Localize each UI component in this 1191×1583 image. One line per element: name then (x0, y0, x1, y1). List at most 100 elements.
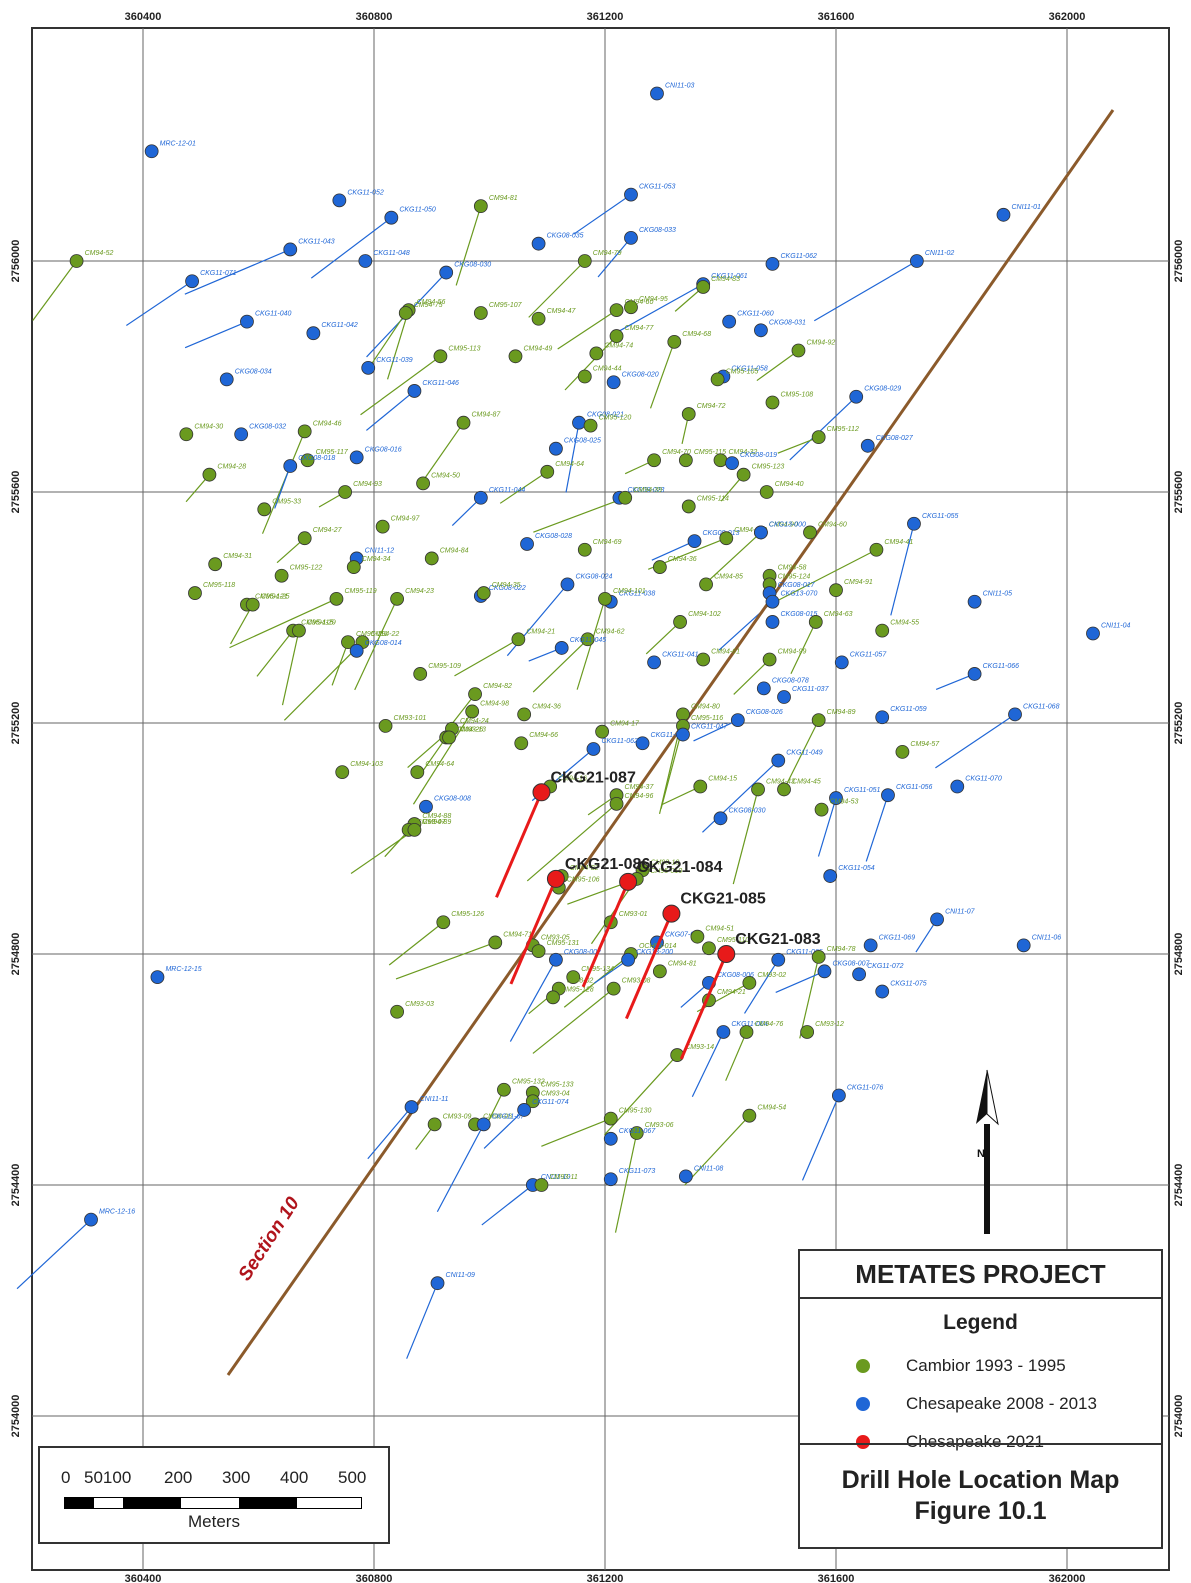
drill-hole-label: CM94-47 (547, 308, 577, 315)
drill-trace (499, 471, 548, 504)
y-tick-label-right: 2754000 (1173, 1395, 1185, 1438)
drill-trace (16, 1219, 92, 1290)
drill-hole-label: CM95-107 (489, 302, 523, 309)
drill-hole-marker (473, 490, 488, 505)
drill-hole-label: CKG11-051 (844, 787, 881, 794)
drill-hole-2021-label: CKG21-086 (565, 856, 650, 873)
axis-tick-labels: 360400 360400 360800 360800 361200 361200 3616… (10, 11, 1185, 1583)
drill-hole-label: CM94-31 (223, 553, 252, 560)
drill-hole-label: CM94-85 (714, 573, 743, 580)
drill-hole-marker (586, 742, 601, 756)
drill-hole-label: CKG11-049 (786, 750, 823, 757)
x-tick-label-bottom: 361200 (587, 1573, 624, 1583)
drill-hole-marker (829, 583, 843, 598)
drill-hole-label: CM94-27 (313, 527, 343, 534)
drill-hole-marker (407, 384, 422, 398)
drill-trace (890, 523, 915, 616)
drill-hole-marker (829, 791, 843, 805)
drill-trace (366, 390, 415, 431)
drill-hole-marker (306, 326, 321, 341)
drill-trace (615, 283, 704, 334)
drill-hole-marker (497, 1082, 511, 1097)
drill-hole-marker (580, 632, 595, 647)
drill-hole-marker (681, 499, 696, 514)
drill-hole-marker (283, 242, 298, 257)
drill-hole-label: CKG11-075 (890, 981, 927, 988)
drill-hole-label: CKG08-013 (703, 530, 740, 537)
drill-hole-label: CKG11-057 (850, 651, 888, 658)
drill-hole-2021-marker (662, 904, 681, 923)
drill-hole-label: CM94-36 (532, 703, 561, 710)
drill-hole-label: CM94-66 (529, 732, 558, 739)
drill-hole-marker (624, 187, 638, 202)
drill-hole-marker (517, 1103, 532, 1117)
drill-hole-label: CKG11-050 (399, 207, 436, 214)
drill-hole-label: CNI11-11 (420, 1096, 449, 1103)
drill-hole-label: CM94-81 (489, 195, 518, 202)
drill-hole-label: CM95-117 (316, 449, 349, 456)
drill-hole-marker (1086, 626, 1100, 641)
drill-trace (229, 598, 337, 649)
drill-trace (799, 956, 820, 1039)
drill-hole-label: CM94-100 (734, 527, 767, 534)
drill-hole-marker (439, 265, 454, 280)
drill-hole-marker (534, 1178, 549, 1192)
map-title: Drill Hole Location Map (841, 1466, 1120, 1494)
drill-hole-marker (577, 542, 592, 557)
drill-hole-label: OCH95-010 (645, 868, 682, 875)
drill-hole-label: CKG11-052 (347, 189, 384, 196)
drill-hole-label: CKG11-067 (619, 1128, 657, 1135)
drill-hole-marker (297, 424, 312, 439)
drill-hole-marker (436, 915, 451, 930)
drill-hole-marker (473, 199, 488, 214)
drill-hole-label: CKG11-054 (838, 865, 875, 872)
drill-hole-label: CKG08-030 (729, 807, 766, 814)
drill-hole-marker (595, 724, 610, 739)
drill-hole-2021-marker (532, 783, 551, 802)
drill-hole-label: CKG11-070 (965, 776, 1002, 783)
drill-hole-marker (716, 1025, 731, 1039)
drill-trace (756, 350, 799, 382)
drill-hole-label: CM94-83 (711, 276, 740, 283)
y-tick-label-right: 2756000 (1173, 240, 1185, 283)
drill-hole-label: CM95-106 (567, 877, 600, 884)
drill-trace (935, 673, 975, 690)
drill-trace (775, 970, 825, 993)
drill-hole-marker (606, 375, 621, 390)
drill-hole-label: CM95-33 (272, 498, 301, 505)
drill-hole-label: CKG11-071 (200, 270, 237, 277)
drill-hole-label: CM95-134 (581, 966, 614, 973)
drill-hole-marker (219, 372, 234, 387)
drill-trace (744, 959, 779, 1014)
drill-trace (281, 630, 300, 706)
drill-hole-marker (338, 485, 353, 499)
drill-hole-marker (603, 1172, 618, 1187)
grid-lines (32, 28, 1169, 1570)
drill-hole-marker (811, 713, 826, 728)
drill-hole-label: CM94-103 (350, 761, 383, 768)
drill-hole-marker (609, 796, 624, 811)
drill-hole-label: CM93-08 (622, 978, 651, 985)
drill-hole-label: CM93-07 (417, 819, 447, 826)
drill-hole-2021-label: CKG21-087 (550, 769, 635, 786)
drill-trace (528, 260, 586, 318)
drill-hole-label: CM95-115 (694, 449, 726, 456)
drill-trace (184, 321, 248, 349)
drill-hole-label: CM94-61 (711, 648, 740, 655)
drill-hole-marker (456, 415, 471, 430)
drill-trace (696, 982, 750, 1013)
scale-tick: 300 (222, 1468, 251, 1487)
drill-hole-marker (341, 635, 355, 650)
drill-hole-label: CM94-90 (769, 521, 798, 528)
drill-hole-label: CKG08-034 (235, 368, 272, 375)
drill-hole-2021-marker (717, 945, 736, 963)
drill-hole-label: CKG11-040 (255, 311, 292, 318)
drill-trace (693, 719, 739, 742)
drill-hole-marker (514, 736, 529, 751)
drill-hole-marker (517, 707, 532, 722)
drill-trace (423, 422, 465, 481)
drill-hole-label: CM93-06 (483, 1113, 512, 1120)
drill-hole-label: CM94-79 (593, 250, 622, 257)
drill-hole-marker (476, 1117, 491, 1132)
